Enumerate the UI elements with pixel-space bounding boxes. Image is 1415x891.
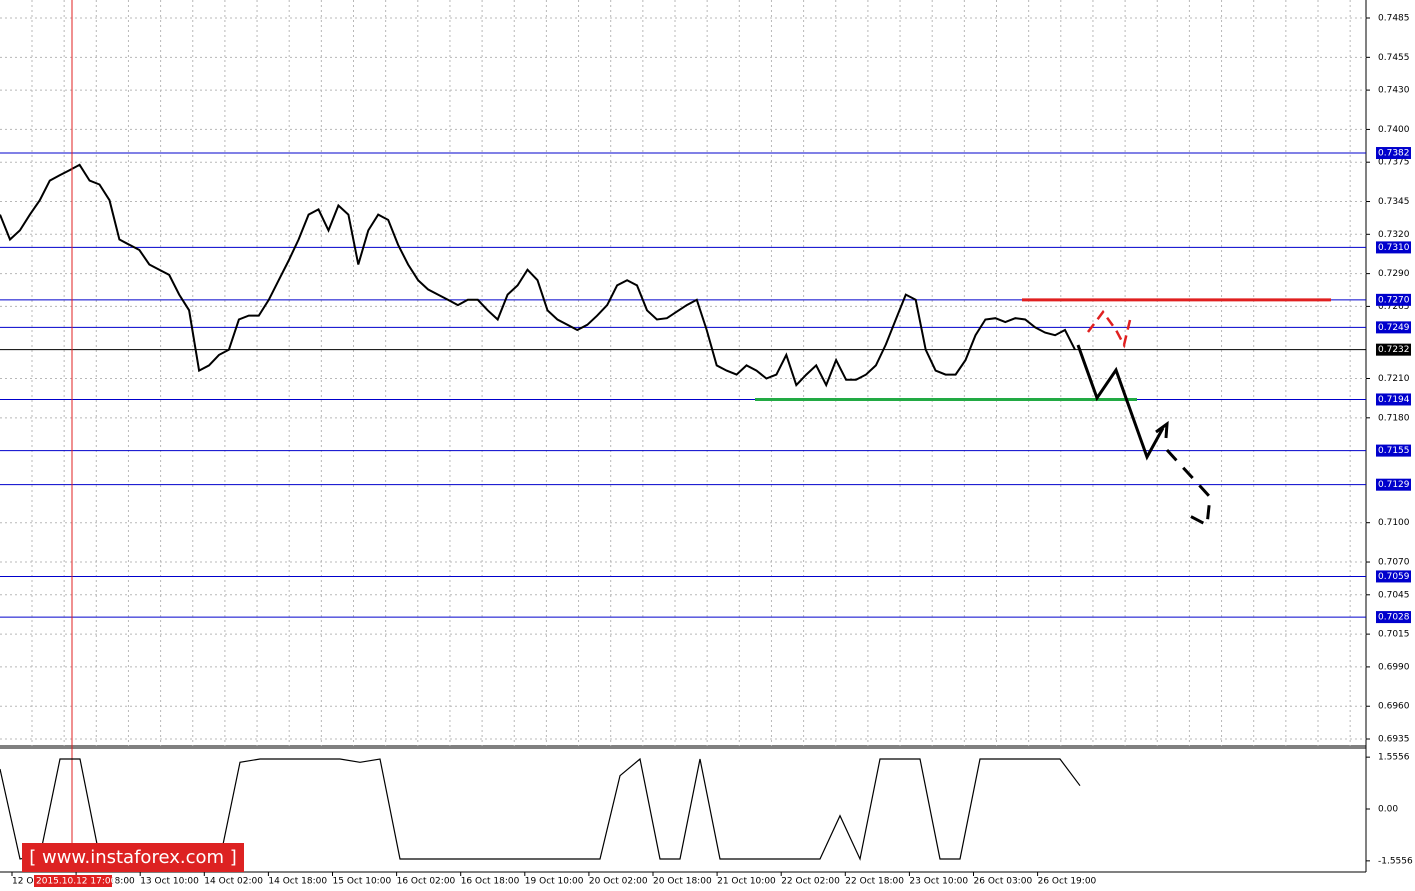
- y-tick-label: 0.7375: [1378, 158, 1410, 168]
- y-tick-label: -1.5556: [1378, 856, 1413, 866]
- x-tick-label: 20 Oct 18:00: [653, 877, 712, 887]
- y-tick-label: 0.7015: [1378, 630, 1410, 640]
- x-tick-label: 22 Oct 18:00: [845, 877, 904, 887]
- level-box: [1376, 570, 1411, 583]
- level-label: 0.7270: [1378, 295, 1410, 305]
- level-box: [1376, 293, 1411, 306]
- level-label: 0.7249: [1378, 323, 1410, 333]
- x-tick-label: 14 Oct 02:00: [204, 877, 263, 887]
- forecast-red: [1087, 309, 1132, 349]
- y-tick-label: 0.7045: [1378, 590, 1410, 600]
- level-label: 0.7028: [1378, 613, 1410, 623]
- y-tick-label: 0.7320: [1378, 230, 1410, 240]
- x-tick-label: 19 Oct 10:00: [525, 877, 584, 887]
- x-tick-label: 23 Oct 10:00: [909, 877, 968, 887]
- x-tick-label: 14 Oct 18:00: [268, 877, 327, 887]
- level-box: [1376, 444, 1411, 457]
- y-tick-label: 0.6935: [1378, 735, 1410, 745]
- forecast: [1076, 309, 1212, 528]
- y-tick-label: 0.6960: [1378, 702, 1410, 712]
- level-label: 0.7155: [1378, 446, 1410, 456]
- y-tick-label: 0.7100: [1378, 518, 1410, 528]
- y-tick-label: 0.7430: [1378, 86, 1410, 96]
- level-label: 0.7059: [1378, 572, 1410, 582]
- level-label: 0.7129: [1378, 480, 1410, 490]
- x-tick-label: 22 Oct 02:00: [781, 877, 840, 887]
- level-label: 0.7194: [1378, 395, 1410, 405]
- x-tick-label: 16 Oct 02:00: [397, 877, 456, 887]
- forecast-path: [1076, 344, 1165, 461]
- level-box: [1376, 343, 1411, 356]
- price-line: [0, 163, 1076, 388]
- level-box: [1376, 478, 1411, 491]
- level-box: [1376, 611, 1411, 624]
- y-tick-label: 0.7345: [1378, 197, 1410, 207]
- x-tick-label: 26 Oct 03:00: [974, 877, 1033, 887]
- x-tick-label: 13 Oct 10:00: [140, 877, 199, 887]
- cursor-box: [34, 875, 112, 887]
- y-tick-label: 1.5556: [1378, 753, 1410, 763]
- level-box: [1376, 321, 1411, 334]
- x-tick-label: 21 Oct 10:00: [717, 877, 776, 887]
- x-tick-label: 26 Oct 19:00: [1038, 877, 1097, 887]
- y-tick-label: 0.7400: [1378, 125, 1410, 135]
- y-tick-label: 0.6990: [1378, 662, 1410, 672]
- level-box: [1376, 393, 1411, 406]
- y-tick-label: 0.7070: [1378, 558, 1410, 568]
- cursor-label: 2015.10.12 17:00: [36, 877, 117, 887]
- forecast-dashed: [1165, 448, 1212, 528]
- level-box: [1376, 241, 1411, 254]
- x-tick-label: 15 Oct 10:00: [333, 877, 392, 887]
- level-label: 0.7232: [1378, 345, 1410, 355]
- level-box: [1376, 147, 1411, 160]
- forecast-arrow: [1155, 420, 1169, 439]
- watermark-box: [22, 843, 244, 872]
- y-tick-label: 0.7485: [1378, 14, 1410, 24]
- y-tick-label: 0.7455: [1378, 53, 1410, 63]
- x-tick-label: 16 Oct 18:00: [461, 877, 520, 887]
- y-tick-label: 0.7180: [1378, 413, 1410, 423]
- level-label: 0.7310: [1378, 243, 1410, 253]
- level-label: 0.7382: [1378, 149, 1410, 159]
- grid: [0, 0, 1366, 746]
- x-tick-label: 20 Oct 02:00: [589, 877, 648, 887]
- watermark: [ www.instaforex.com ]: [29, 847, 237, 868]
- y-tick-label: 0.7210: [1378, 374, 1410, 384]
- y-tick-label: 0.00: [1378, 805, 1398, 815]
- y-tick-label: 0.7290: [1378, 269, 1410, 279]
- y-tick-label: 0.7265: [1378, 302, 1410, 312]
